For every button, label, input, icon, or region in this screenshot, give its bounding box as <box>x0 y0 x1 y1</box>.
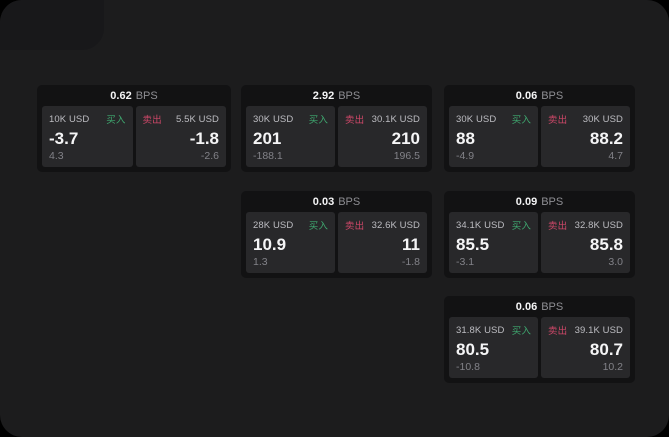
buy-sub-value: 4.3 <box>49 149 64 162</box>
quote-card: 0.06 BPS 31.8K USD 买入 80.5 -10.8 卖出 39.1… <box>444 296 635 383</box>
buy-sub-value: -4.9 <box>456 149 475 162</box>
buy-notional: 30K USD <box>253 113 294 125</box>
quote-body: 10K USD 买入 -3.7 4.3 卖出 5.5K USD -1.8 -2.… <box>42 106 226 167</box>
bps-unit-label: BPS <box>135 89 158 102</box>
bps-value: 0.03 <box>312 195 335 208</box>
buy-price: 201 <box>253 128 282 148</box>
sell-side-label: 卖出 <box>345 221 365 232</box>
buy-notional: 31.8K USD <box>456 324 505 336</box>
sell-side-label: 卖出 <box>345 115 365 126</box>
sell-notional: 39.1K USD <box>574 324 623 336</box>
buy-notional: 10K USD <box>49 113 90 125</box>
bps-header: 0.03 BPS <box>241 191 432 212</box>
buy-quote-panel[interactable]: 30K USD 买入 88 -4.9 <box>449 106 538 167</box>
sell-side-label: 卖出 <box>548 115 568 126</box>
buy-price: 80.5 <box>456 339 490 359</box>
buy-price: 10.9 <box>253 234 287 254</box>
bps-unit-label: BPS <box>541 195 564 208</box>
buy-price: 88 <box>456 128 475 148</box>
sell-price: 85.8 <box>589 234 623 254</box>
buy-price: -3.7 <box>49 128 79 148</box>
sell-price: 88.2 <box>589 128 623 148</box>
sell-quote-panel[interactable]: 卖出 39.1K USD 80.7 10.2 <box>541 317 630 378</box>
bps-value: 0.06 <box>515 300 538 313</box>
sell-side-label: 卖出 <box>548 221 568 232</box>
sell-sub-value: 3.0 <box>608 255 623 268</box>
sell-quote-panel[interactable]: 卖出 32.6K USD 11 -1.8 <box>338 212 427 273</box>
bps-header: 2.92 BPS <box>241 85 432 106</box>
buy-price: 85.5 <box>456 234 490 254</box>
sell-price: -1.8 <box>189 128 219 148</box>
bps-value: 0.09 <box>515 195 538 208</box>
sell-quote-panel[interactable]: 卖出 30K USD 88.2 4.7 <box>541 106 630 167</box>
sell-notional: 32.8K USD <box>574 219 623 231</box>
sell-price: 11 <box>402 234 420 254</box>
sell-notional: 32.6K USD <box>371 219 420 231</box>
quote-card: 0.06 BPS 30K USD 买入 88 -4.9 卖出 30K USD 8… <box>444 85 635 172</box>
buy-notional: 28K USD <box>253 219 294 231</box>
bps-header: 0.09 BPS <box>444 191 635 212</box>
buy-quote-panel[interactable]: 34.1K USD 买入 85.5 -3.1 <box>449 212 538 273</box>
sell-sub-value: -1.8 <box>401 255 420 268</box>
bps-unit-label: BPS <box>541 89 564 102</box>
sell-side-label: 卖出 <box>142 115 162 126</box>
bps-unit-label: BPS <box>338 195 361 208</box>
buy-side-label: 买入 <box>308 221 328 232</box>
quote-card: 0.09 BPS 34.1K USD 买入 85.5 -3.1 卖出 32.8K… <box>444 191 635 278</box>
sell-notional: 5.5K USD <box>175 113 219 125</box>
bps-value: 0.62 <box>110 89 132 102</box>
quote-card: 0.62 BPS 10K USD 买入 -3.7 4.3 卖出 5.5K USD… <box>37 85 231 172</box>
sell-quote-panel[interactable]: 卖出 5.5K USD -1.8 -2.6 <box>135 106 226 167</box>
buy-side-label: 买入 <box>511 221 531 232</box>
quote-card: 0.03 BPS 28K USD 买入 10.9 1.3 卖出 32.6K US… <box>241 191 432 278</box>
sell-sub-value: 4.7 <box>608 149 623 162</box>
buy-quote-panel[interactable]: 31.8K USD 买入 80.5 -10.8 <box>449 317 538 378</box>
buy-sub-value: -10.8 <box>456 360 480 373</box>
buy-notional: 34.1K USD <box>456 219 505 231</box>
buy-quote-panel[interactable]: 10K USD 买入 -3.7 4.3 <box>42 106 133 167</box>
quote-body: 30K USD 买入 201 -188.1 卖出 30.1K USD 210 1… <box>246 106 427 167</box>
quote-body: 28K USD 买入 10.9 1.3 卖出 32.6K USD 11 -1.8 <box>246 212 427 273</box>
sell-side-label: 卖出 <box>548 326 568 337</box>
sell-sub-value: -2.6 <box>200 149 219 162</box>
buy-sub-value: -188.1 <box>253 149 283 162</box>
sell-price: 80.7 <box>589 339 623 359</box>
sell-quote-panel[interactable]: 卖出 30.1K USD 210 196.5 <box>338 106 427 167</box>
quote-body: 30K USD 买入 88 -4.9 卖出 30K USD 88.2 4.7 <box>449 106 630 167</box>
quote-card: 2.92 BPS 30K USD 买入 201 -188.1 卖出 30.1K … <box>241 85 432 172</box>
quote-body: 34.1K USD 买入 85.5 -3.1 卖出 32.8K USD 85.8… <box>449 212 630 273</box>
buy-side-label: 买入 <box>511 115 531 126</box>
sell-sub-value: 196.5 <box>393 149 420 162</box>
sell-notional: 30K USD <box>582 113 623 125</box>
bps-value: 2.92 <box>312 89 335 102</box>
sell-quote-panel[interactable]: 卖出 32.8K USD 85.8 3.0 <box>541 212 630 273</box>
buy-quote-panel[interactable]: 28K USD 买入 10.9 1.3 <box>246 212 335 273</box>
corner-overlay <box>0 0 104 50</box>
buy-quote-panel[interactable]: 30K USD 买入 201 -188.1 <box>246 106 335 167</box>
buy-notional: 30K USD <box>456 113 497 125</box>
buy-side-label: 买入 <box>511 326 531 337</box>
bps-header: 0.06 BPS <box>444 85 635 106</box>
sell-price: 210 <box>391 128 420 148</box>
bps-unit-label: BPS <box>338 89 361 102</box>
buy-side-label: 买入 <box>308 115 328 126</box>
buy-sub-value: 1.3 <box>253 255 268 268</box>
bps-header: 0.06 BPS <box>444 296 635 317</box>
bps-value: 0.06 <box>515 89 538 102</box>
bps-unit-label: BPS <box>541 300 564 313</box>
sell-sub-value: 10.2 <box>602 360 623 373</box>
buy-sub-value: -3.1 <box>456 255 475 268</box>
quote-body: 31.8K USD 买入 80.5 -10.8 卖出 39.1K USD 80.… <box>449 317 630 378</box>
bps-header: 0.62 BPS <box>37 85 231 106</box>
buy-side-label: 买入 <box>106 115 126 126</box>
sell-notional: 30.1K USD <box>371 113 420 125</box>
